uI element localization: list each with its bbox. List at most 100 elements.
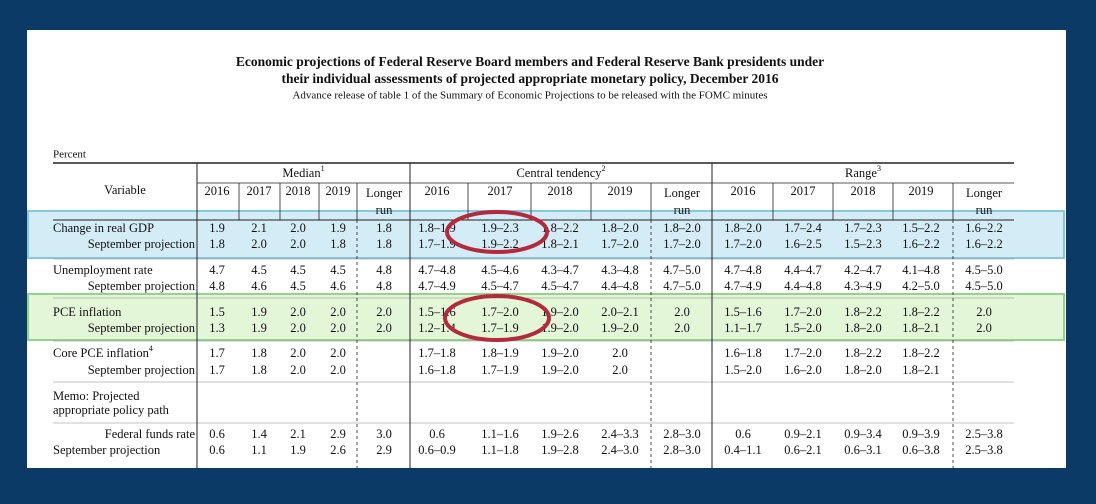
cell: 1.9 — [251, 321, 267, 335]
cell: 1.8 — [251, 363, 267, 377]
cell: 4.6 — [330, 279, 346, 293]
cell: 0.6–3.8 — [902, 443, 940, 457]
cell: 1.6–1.8 — [724, 346, 762, 360]
cell: 0.4–1.1 — [724, 443, 762, 457]
cell: 1.6–2.2 — [965, 237, 1003, 251]
cell: 0.6–2.1 — [784, 443, 822, 457]
cell: 1.8–2.1 — [902, 321, 940, 335]
cell: 2.0 — [290, 221, 306, 235]
year-header: 2019 — [326, 184, 351, 198]
cell: 1.5–2.2 — [902, 221, 940, 235]
cell: 2.9 — [330, 427, 346, 441]
sub-row-label: September projection — [88, 321, 196, 335]
cell: 0.9–2.1 — [784, 427, 822, 441]
cell: 1.1–1.8 — [481, 443, 519, 457]
cell: 4.3–4.8 — [601, 263, 639, 277]
row-label: September projection — [53, 443, 161, 457]
cell: 1.7–1.9 — [418, 237, 456, 251]
cell: 4.7–4.8 — [724, 263, 762, 277]
cell: 1.9–2.3 — [481, 221, 519, 235]
cell: 2.5–3.8 — [965, 427, 1003, 441]
cell: 2.0 — [376, 321, 392, 335]
cell: 1.5 — [209, 305, 225, 319]
label-text: September projection — [88, 279, 196, 293]
cell: 4.5 — [251, 263, 267, 277]
cell: 2.6 — [330, 443, 346, 457]
cell: 1.8 — [376, 221, 392, 235]
label-text: September projection — [88, 363, 196, 377]
cell: 1.7–2.0 — [724, 237, 762, 251]
cell: 2.9 — [376, 443, 392, 457]
cell: 1.6–2.2 — [965, 221, 1003, 235]
cell: 1.9 — [330, 221, 346, 235]
cell: 1.3 — [209, 321, 225, 335]
year-header: 2016 — [205, 184, 230, 198]
rules — [53, 162, 1014, 468]
cell: 4.7–4.9 — [418, 279, 456, 293]
cell: 4.3–4.7 — [541, 263, 579, 277]
group-header: Central tendency2 — [516, 164, 605, 180]
cell: 0.6 — [209, 427, 225, 441]
cell: 2.0 — [330, 346, 346, 360]
cell: 1.8–2.2 — [541, 221, 579, 235]
cell: 4.3–4.9 — [844, 279, 882, 293]
cell: 1.1–1.7 — [724, 321, 762, 335]
cell: 1.4 — [251, 427, 267, 441]
longer-run-header: run — [976, 203, 993, 217]
cell: 1.9 — [209, 221, 225, 235]
longer-run-header: run — [674, 203, 691, 217]
cell: 1.1 — [251, 443, 267, 457]
cell: 1.5–2.0 — [784, 321, 822, 335]
year-header: 2017 — [488, 184, 513, 198]
cell: 2.0 — [612, 363, 628, 377]
cell: 4.5–5.0 — [965, 279, 1003, 293]
label-text: September projection — [53, 443, 161, 457]
cell: 1.8–2.0 — [663, 221, 701, 235]
cell: 4.5 — [290, 279, 306, 293]
group-name: Median — [282, 166, 321, 180]
title-line: their individual assessments of projecte… — [282, 71, 779, 86]
cell: 1.7–2.4 — [784, 221, 822, 235]
cell: 2.0 — [330, 321, 346, 335]
cell: 2.0 — [612, 346, 628, 360]
cell: 2.0 — [290, 346, 306, 360]
cell: 1.8–2.0 — [844, 363, 882, 377]
cell: 4.5–5.0 — [965, 263, 1003, 277]
cell: 1.7–2.0 — [784, 305, 822, 319]
cell: 1.5–2.0 — [724, 363, 762, 377]
cell: 1.6–1.8 — [418, 363, 456, 377]
cell: 1.8–2.2 — [844, 305, 882, 319]
year-header: 2017 — [247, 184, 272, 198]
row-label: Memo: Projected — [53, 389, 140, 403]
label-text: September projection — [88, 237, 196, 251]
cell: 0.6 — [209, 443, 225, 457]
year-header: 2016 — [425, 184, 450, 198]
cell: 1.7–2.0 — [784, 346, 822, 360]
cell: 4.2–5.0 — [902, 279, 940, 293]
cell: 1.8 — [251, 346, 267, 360]
year-header: 2018 — [286, 184, 311, 198]
cell: 1.7–1.9 — [481, 363, 519, 377]
cell: 1.9–2.0 — [541, 363, 579, 377]
row-label: Change in real GDP — [53, 221, 154, 235]
cell: 1.6–2.5 — [784, 237, 822, 251]
longer-run-header: Longer — [966, 186, 1003, 200]
cell: 1.9–2.2 — [481, 237, 519, 251]
cell: 1.8–2.2 — [902, 346, 940, 360]
group-header: Median1 — [282, 164, 324, 180]
cell: 4.4–4.8 — [784, 279, 822, 293]
sub-row-label: Federal funds rate — [105, 427, 196, 441]
row-label: Core PCE inflation4 — [53, 344, 153, 360]
annotation-circle — [445, 210, 549, 254]
cell: 1.8 — [209, 237, 225, 251]
cell: 0.6 — [735, 427, 751, 441]
cell: 1.8–2.1 — [541, 237, 579, 251]
cell: 4.7–5.0 — [663, 263, 701, 277]
unit-label: Percent — [53, 149, 86, 161]
cell: 2.8–3.0 — [663, 427, 701, 441]
cell: 2.0 — [290, 305, 306, 319]
variable-header: Variable — [104, 183, 146, 197]
cell: 1.8–2.2 — [844, 346, 882, 360]
cell: 4.5 — [330, 263, 346, 277]
label-text: PCE inflation — [53, 305, 122, 319]
